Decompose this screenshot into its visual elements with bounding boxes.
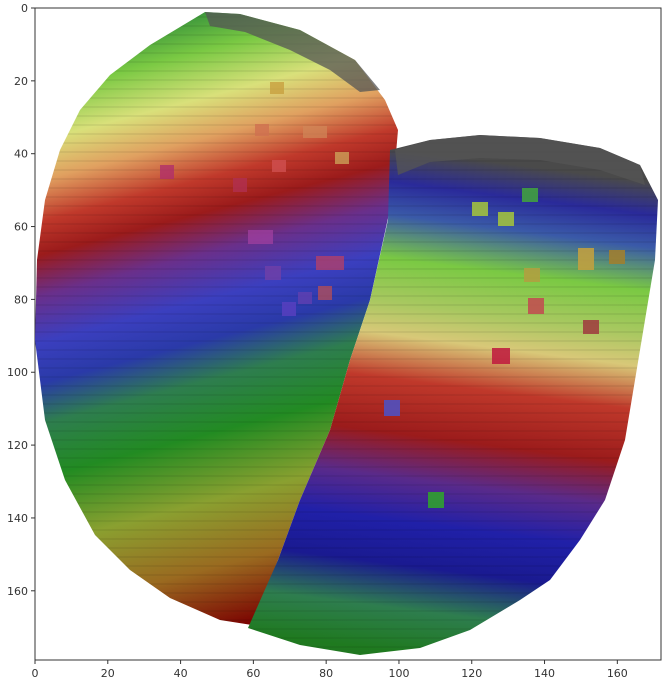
y-tick-label: 120 — [7, 439, 28, 452]
x-tick-label: 60 — [246, 667, 260, 680]
top-dark-border — [205, 12, 380, 92]
x-tick-label: 0 — [32, 667, 39, 680]
y-tick-label: 160 — [7, 585, 28, 598]
right-dark-border — [395, 135, 645, 185]
x-tick-label: 100 — [388, 667, 409, 680]
y-tick-label: 140 — [7, 512, 28, 525]
x-tick-label: 40 — [174, 667, 188, 680]
y-tick-label: 0 — [21, 2, 28, 15]
y-axis: 0 20 40 60 80 100 120 140 160 — [7, 2, 35, 598]
marker-patches — [160, 82, 625, 508]
y-tick-label: 100 — [7, 366, 28, 379]
x-tick-label: 20 — [101, 667, 115, 680]
y-tick-label: 80 — [14, 293, 28, 306]
x-tick-label: 160 — [607, 667, 628, 680]
y-tick-label: 40 — [14, 148, 28, 161]
y-tick-label: 20 — [14, 75, 28, 88]
x-axis: 0 20 40 60 80 100 120 140 160 — [32, 660, 628, 680]
y-tick-label: 60 — [14, 221, 28, 234]
x-tick-label: 140 — [534, 667, 555, 680]
x-tick-label: 80 — [319, 667, 333, 680]
x-tick-label: 120 — [461, 667, 482, 680]
